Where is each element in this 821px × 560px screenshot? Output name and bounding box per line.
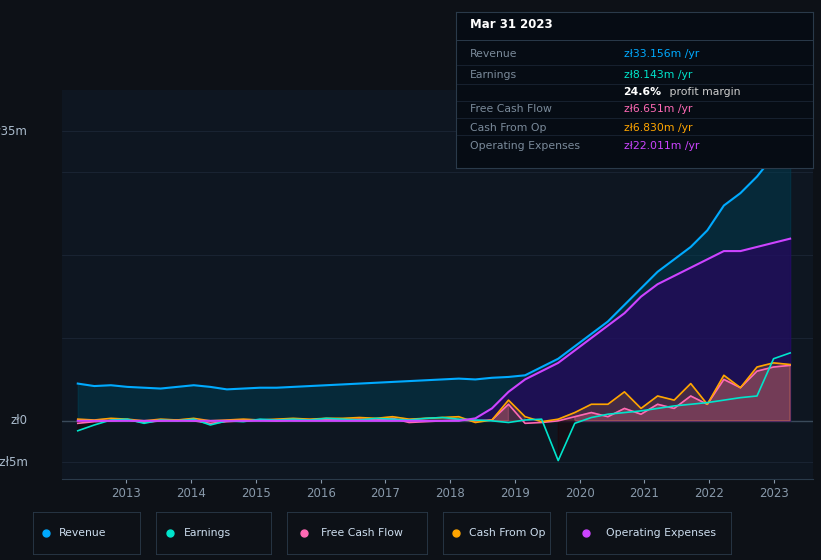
- Text: Earnings: Earnings: [184, 529, 231, 538]
- Text: Cash From Op: Cash From Op: [470, 123, 547, 133]
- Text: Mar 31 2023: Mar 31 2023: [470, 18, 553, 31]
- Text: zł33.156m /yr: zł33.156m /yr: [623, 49, 699, 59]
- Text: Cash From Op: Cash From Op: [469, 529, 545, 538]
- Text: profit margin: profit margin: [667, 87, 741, 97]
- Text: zł8.143m /yr: zł8.143m /yr: [623, 69, 692, 80]
- Text: Free Cash Flow: Free Cash Flow: [470, 104, 552, 114]
- Text: 24.6%: 24.6%: [623, 87, 662, 97]
- Text: -zł5m: -zł5m: [0, 456, 28, 469]
- Text: zł6.830m /yr: zł6.830m /yr: [623, 123, 692, 133]
- Text: Operating Expenses: Operating Expenses: [470, 141, 580, 151]
- Text: Revenue: Revenue: [58, 529, 106, 538]
- Text: zł35m: zł35m: [0, 124, 28, 138]
- Text: Revenue: Revenue: [470, 49, 517, 59]
- Text: zł0: zł0: [11, 414, 28, 427]
- Text: Free Cash Flow: Free Cash Flow: [321, 529, 403, 538]
- Text: Earnings: Earnings: [470, 69, 517, 80]
- Text: zł22.011m /yr: zł22.011m /yr: [623, 141, 699, 151]
- Text: zł6.651m /yr: zł6.651m /yr: [623, 104, 692, 114]
- Text: Operating Expenses: Operating Expenses: [606, 529, 716, 538]
